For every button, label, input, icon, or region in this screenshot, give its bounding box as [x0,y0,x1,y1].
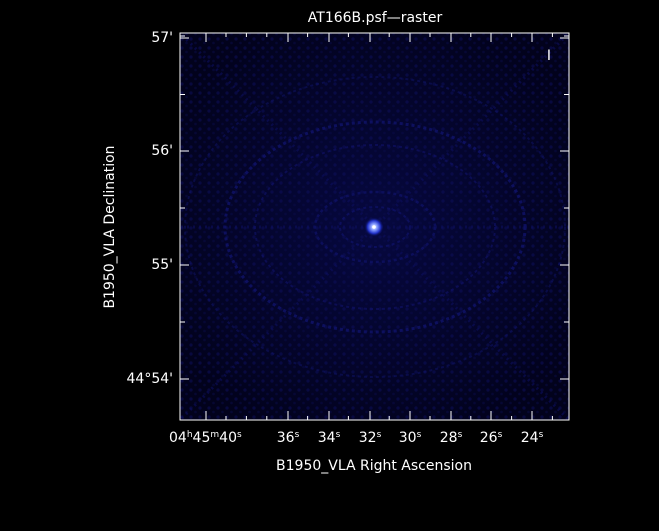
x-tick-label: 30s [398,430,422,446]
y-axis-label: B1950_VLA Declination [102,145,118,309]
y-tick-label: 44°54' [126,371,173,387]
sidelobe-spokes [180,33,569,420]
x-tick-label: 24s [520,430,544,446]
plot-frame [179,32,570,421]
x-tick-label: 36s [276,430,300,446]
x-tick-label: 04h45m40s [169,430,242,446]
x-axis-label: B1950_VLA Right Ascension [276,458,472,474]
x-tick-label: 32s [358,430,382,446]
x-tick-label: 26s [479,430,503,446]
y-tick-label: 57' [151,30,173,46]
axis-ticks [180,33,569,420]
x-tick-label: 34s [317,430,341,446]
plot-title: AT166B.psf—raster [307,10,443,26]
stokes-label: I [547,48,551,64]
x-tick-label: 28s [439,430,463,446]
y-tick-label: 55' [151,257,173,273]
psf-peak [372,225,376,229]
y-tick-label: 56' [151,143,173,159]
